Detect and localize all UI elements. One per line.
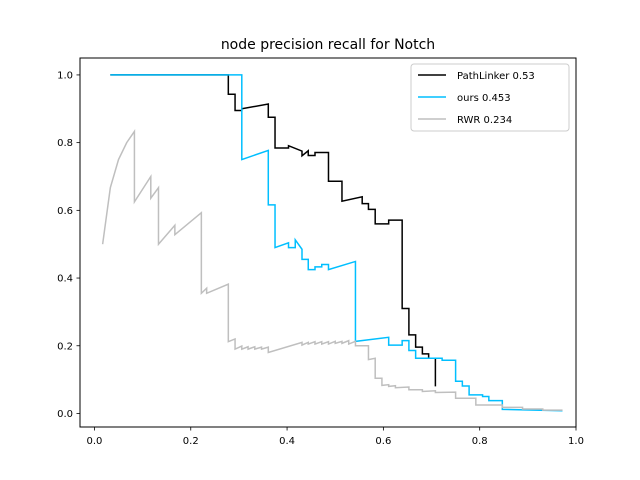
- series-line-1: [110, 74, 563, 412]
- y-tick-label: 0.6: [57, 206, 73, 217]
- chart-title: node precision recall for Notch: [221, 37, 435, 53]
- legend-label-2: RWR 0.234: [457, 115, 512, 126]
- x-axis: 0.0 0.2 0.4 0.6 0.8 1.0: [86, 427, 584, 447]
- legend-label-0: PathLinker 0.53: [457, 71, 535, 82]
- series-line-2: [101, 129, 563, 411]
- x-tick-label: 0.8: [472, 436, 488, 447]
- legend-box: [410, 63, 570, 132]
- y-axis: 0.0 0.2 0.4 0.6 0.8 1.0: [57, 70, 80, 420]
- x-tick-label: 0.2: [183, 436, 199, 447]
- y-tick-label: 0.8: [57, 138, 73, 149]
- x-tick-label: 1.0: [568, 436, 584, 447]
- series-layer: [101, 74, 563, 412]
- x-tick-label: 0.4: [279, 436, 295, 447]
- plot-frame: [79, 57, 577, 428]
- x-tick-label: 0.6: [375, 436, 391, 447]
- y-tick-label: 0.4: [57, 274, 73, 285]
- series-line-0: [110, 74, 437, 387]
- y-tick-label: 0.2: [57, 341, 73, 352]
- legend: PathLinker 0.53 ours 0.453 RWR 0.234: [410, 63, 570, 132]
- y-tick-label: 1.0: [57, 70, 73, 81]
- legend-items: PathLinker 0.53 ours 0.453 RWR 0.234: [418, 71, 535, 126]
- y-tick-label: 0.0: [57, 409, 73, 420]
- legend-label-1: ours 0.453: [457, 93, 511, 104]
- x-tick-label: 0.0: [86, 436, 102, 447]
